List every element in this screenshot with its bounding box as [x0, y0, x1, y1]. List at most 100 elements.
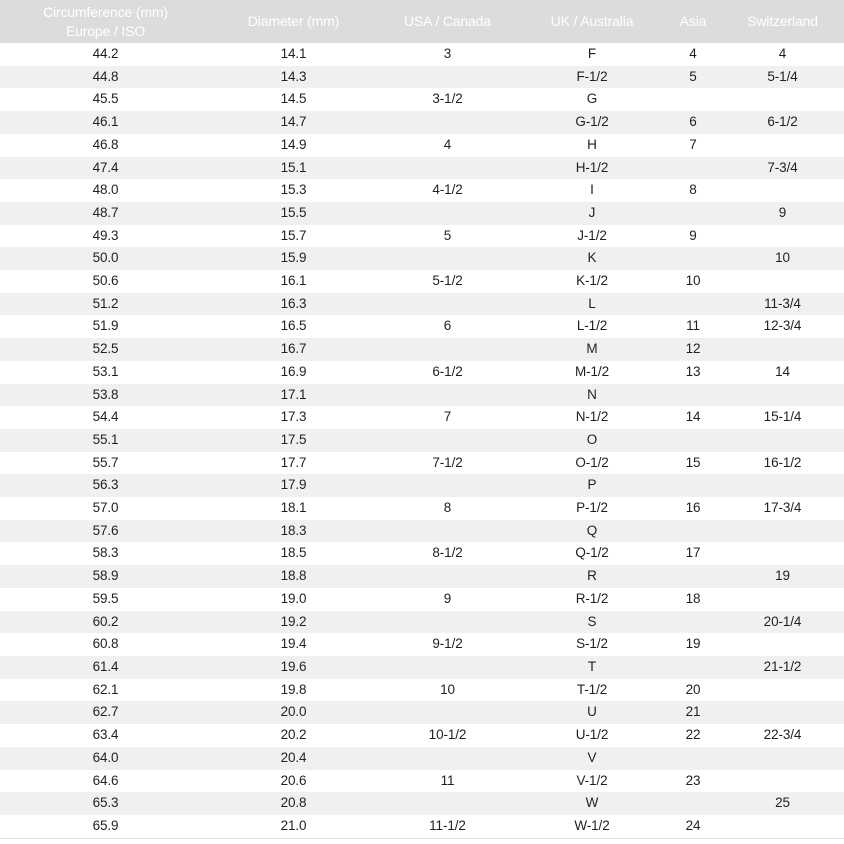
cell-diameter: 15.1 — [280, 159, 307, 175]
cell-switzerland: 25 — [775, 795, 790, 811]
cell-asia — [665, 293, 721, 316]
cell-diameter: 18.8 — [280, 568, 307, 584]
cell-circumference: 60.8 — [92, 636, 119, 652]
cell-circumference: 61.4 — [92, 658, 119, 674]
cell-asia: 15 — [685, 454, 701, 470]
cell-diameter: 16.7 — [280, 341, 307, 357]
cell-usa-canada: 4 — [443, 136, 452, 152]
table-body: 44.2 14.1 3 F 4 4 44.8 14.3 F-1/2 5 5-1/4 45.5 14.5 3… — [0, 43, 844, 839]
cell-uk-australia: H-1/2 — [575, 159, 609, 175]
cell-uk-australia: G-1/2 — [575, 114, 609, 130]
cell-circumference: 65.3 — [92, 795, 119, 811]
cell-switzerland — [721, 679, 844, 702]
cell-diameter: 14.1 — [280, 46, 307, 61]
cell-asia — [665, 474, 721, 497]
cell-asia: 24 — [665, 814, 721, 839]
cell-diameter: 14.9 — [280, 136, 307, 152]
table-row: 46.1 14.7 G-1/2 6 6-1/2 — [0, 111, 844, 134]
table-row: 56.3 17.9 P — [0, 474, 844, 498]
cell-usa-canada — [376, 747, 519, 770]
table-row: 44.2 14.1 3 F 4 4 — [0, 43, 844, 66]
cell-circumference: 58.3 — [92, 545, 119, 561]
cell-uk-australia: V-1/2 — [576, 772, 608, 788]
cell-switzerland — [721, 225, 844, 248]
cell-circumference: 46.1 — [92, 114, 119, 130]
cell-asia: 6 — [689, 114, 697, 130]
cell-switzerland — [721, 701, 844, 724]
cell-switzerland — [721, 474, 844, 497]
column-header-asia: Asia — [665, 0, 721, 43]
table-row: 50.0 15.9 K 10 — [0, 247, 844, 271]
cell-usa-canada: 3 — [443, 46, 452, 61]
cell-switzerland: 14 — [775, 363, 790, 379]
cell-diameter: 15.5 — [280, 204, 307, 220]
cell-circumference: 46.8 — [92, 136, 119, 152]
cell-circumference: 51.2 — [92, 295, 119, 311]
cell-uk-australia: N — [587, 386, 597, 402]
cell-switzerland: 6-1/2 — [767, 114, 798, 130]
cell-usa-canada: 6-1/2 — [432, 363, 463, 379]
cell-switzerland — [721, 338, 844, 361]
cell-uk-australia: J — [588, 204, 596, 220]
cell-usa-canada — [376, 66, 519, 89]
cell-uk-australia: H — [587, 136, 597, 152]
table-row: 58.9 18.8 R 19 — [0, 565, 844, 588]
cell-asia: 10 — [685, 273, 701, 289]
cell-uk-australia: Q — [586, 522, 598, 538]
cell-diameter: 16.9 — [280, 363, 307, 379]
cell-uk-australia: W-1/2 — [519, 814, 665, 839]
table-row: 53.1 16.9 6-1/2 M-1/2 13 14 — [0, 360, 844, 384]
cell-switzerland: 16-1/2 — [763, 454, 802, 470]
cell-diameter: 21.0 — [211, 814, 376, 839]
cell-switzerland — [721, 270, 844, 293]
cell-diameter: 16.3 — [280, 295, 307, 311]
cell-switzerland: 12-3/4 — [763, 318, 802, 334]
table-row: 54.4 17.3 7 N-1/2 14 15-1/4 — [0, 406, 844, 429]
cell-asia: 16 — [685, 500, 701, 516]
cell-usa-canada — [376, 701, 519, 724]
table-row: 55.7 17.7 7-1/2 O-1/2 15 16-1/2 — [0, 451, 844, 475]
cell-diameter: 14.3 — [280, 68, 307, 84]
column-header-circumference-line1: Circumference (mm) — [43, 3, 168, 20]
cell-switzerland — [721, 747, 844, 770]
cell-circumference: 54.4 — [92, 409, 119, 425]
cell-asia — [665, 429, 721, 452]
cell-diameter: 18.5 — [280, 545, 307, 561]
cell-switzerland — [721, 429, 844, 452]
cell-diameter: 20.0 — [280, 704, 307, 720]
cell-diameter: 20.6 — [280, 772, 307, 788]
cell-circumference: 64.0 — [92, 749, 119, 765]
column-header-uk-australia-line1: UK / Australia — [550, 13, 634, 29]
column-header-circumference: Circumference (mm) Europe / ISO — [0, 0, 211, 43]
cell-asia: 14 — [685, 409, 701, 425]
cell-usa-canada — [376, 565, 519, 588]
cell-usa-canada: 10-1/2 — [428, 727, 467, 743]
cell-circumference: 65.9 — [0, 814, 211, 839]
table-row: 47.4 15.1 H-1/2 7-3/4 — [0, 156, 844, 180]
cell-asia: 21 — [685, 704, 701, 720]
cell-diameter: 19.4 — [280, 636, 307, 652]
cell-usa-canada — [376, 384, 519, 407]
cell-switzerland: 15-1/4 — [763, 409, 802, 425]
cell-switzerland: 19 — [775, 568, 790, 584]
cell-diameter: 19.6 — [280, 658, 307, 674]
cell-asia: 22 — [685, 727, 701, 743]
cell-usa-canada — [376, 429, 519, 452]
table-row: 58.3 18.5 8-1/2 Q-1/2 17 — [0, 542, 844, 566]
cell-asia — [665, 747, 721, 770]
cell-switzerland: 11-3/4 — [764, 295, 801, 311]
cell-uk-australia: V — [587, 749, 597, 765]
column-header-diameter: Diameter (mm) — [211, 0, 376, 43]
table-row: 51.9 16.5 6 L-1/2 11 12-3/4 — [0, 315, 844, 339]
cell-diameter: 18.3 — [280, 522, 307, 538]
cell-uk-australia: P-1/2 — [576, 500, 608, 516]
cell-switzerland: 22-3/4 — [763, 727, 802, 743]
cell-circumference: 44.8 — [92, 68, 119, 84]
cell-usa-canada: 7-1/2 — [432, 454, 463, 470]
cell-uk-australia: U-1/2 — [575, 727, 609, 743]
cell-uk-australia: N-1/2 — [575, 409, 609, 425]
cell-usa-canada — [376, 202, 519, 225]
cell-uk-australia: L — [588, 295, 596, 311]
cell-switzerland — [721, 134, 844, 157]
cell-switzerland: 20-1/4 — [763, 613, 802, 629]
